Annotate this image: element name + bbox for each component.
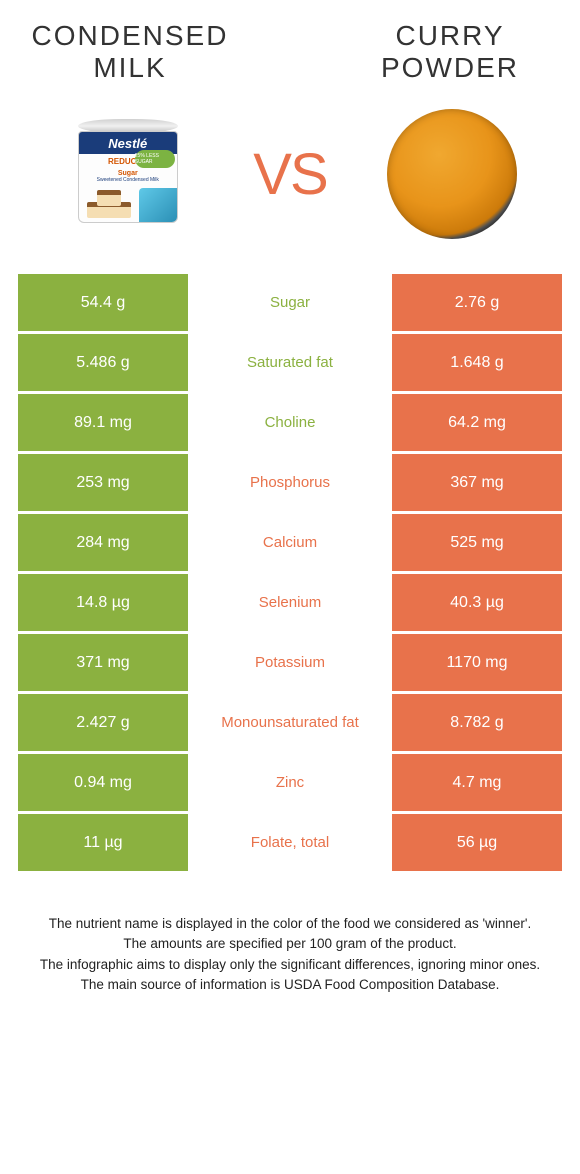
left-value: 284 mg <box>18 514 188 571</box>
left-value: 11 µg <box>18 814 188 871</box>
left-product-image: Nestlé 25% LESS SUGAR REDUCED Sugar Swee… <box>58 109 198 239</box>
left-value: 253 mg <box>18 454 188 511</box>
right-value: 367 mg <box>392 454 562 511</box>
right-value: 64.2 mg <box>392 394 562 451</box>
table-row: 14.8 µgSelenium40.3 µg <box>18 574 562 631</box>
right-value: 525 mg <box>392 514 562 571</box>
footer-notes: The nutrient name is displayed in the co… <box>0 874 580 995</box>
right-value: 40.3 µg <box>392 574 562 631</box>
table-row: 54.4 gSugar2.76 g <box>18 274 562 331</box>
left-value: 5.486 g <box>18 334 188 391</box>
curry-powder-bowl-icon <box>387 109 517 239</box>
vs-label: VS <box>253 141 326 208</box>
less-sugar-badge: 25% LESS SUGAR <box>135 150 175 168</box>
product-subtext: Sweetened Condensed Milk <box>79 177 177 183</box>
nutrient-comparison-table: 54.4 gSugar2.76 g5.486 gSaturated fat1.6… <box>0 274 580 871</box>
nutrient-label: Saturated fat <box>188 334 392 391</box>
table-row: 2.427 gMonounsaturated fat8.782 g <box>18 694 562 751</box>
footer-line-2: The amounts are specified per 100 gram o… <box>30 934 550 954</box>
nutrient-label: Potassium <box>188 634 392 691</box>
left-value: 2.427 g <box>18 694 188 751</box>
left-value: 89.1 mg <box>18 394 188 451</box>
table-row: 371 mgPotassium1170 mg <box>18 634 562 691</box>
nutrient-label: Selenium <box>188 574 392 631</box>
left-product-title: CONDENSED MILK <box>30 20 230 84</box>
footer-line-4: The main source of information is USDA F… <box>30 975 550 995</box>
table-row: 11 µgFolate, total56 µg <box>18 814 562 871</box>
table-row: 0.94 mgZinc4.7 mg <box>18 754 562 811</box>
nutrient-label: Folate, total <box>188 814 392 871</box>
sugar-label: Sugar <box>79 170 177 177</box>
right-value: 2.76 g <box>392 274 562 331</box>
nutrient-label: Monounsaturated fat <box>188 694 392 751</box>
header: CONDENSED MILK CURRY POWDER <box>0 0 580 94</box>
nutrient-label: Calcium <box>188 514 392 571</box>
nutrient-label: Choline <box>188 394 392 451</box>
nutrient-label: Phosphorus <box>188 454 392 511</box>
table-row: 89.1 mgCholine64.2 mg <box>18 394 562 451</box>
table-row: 284 mgCalcium525 mg <box>18 514 562 571</box>
nutrient-label: Zinc <box>188 754 392 811</box>
left-value: 371 mg <box>18 634 188 691</box>
left-value: 54.4 g <box>18 274 188 331</box>
right-value: 4.7 mg <box>392 754 562 811</box>
footer-line-1: The nutrient name is displayed in the co… <box>30 914 550 934</box>
right-value: 1.648 g <box>392 334 562 391</box>
brand-label: Nestlé <box>108 136 147 151</box>
table-row: 253 mgPhosphorus367 mg <box>18 454 562 511</box>
left-value: 0.94 mg <box>18 754 188 811</box>
footer-line-3: The infographic aims to display only the… <box>30 955 550 975</box>
left-value: 14.8 µg <box>18 574 188 631</box>
condensed-milk-can-icon: Nestlé 25% LESS SUGAR REDUCED Sugar Swee… <box>68 119 188 229</box>
nutrient-label: Sugar <box>188 274 392 331</box>
table-row: 5.486 gSaturated fat1.648 g <box>18 334 562 391</box>
right-value: 8.782 g <box>392 694 562 751</box>
right-product-image <box>382 109 522 239</box>
right-value: 56 µg <box>392 814 562 871</box>
right-value: 1170 mg <box>392 634 562 691</box>
product-images-row: Nestlé 25% LESS SUGAR REDUCED Sugar Swee… <box>0 94 580 274</box>
right-product-title: CURRY POWDER <box>350 20 550 84</box>
